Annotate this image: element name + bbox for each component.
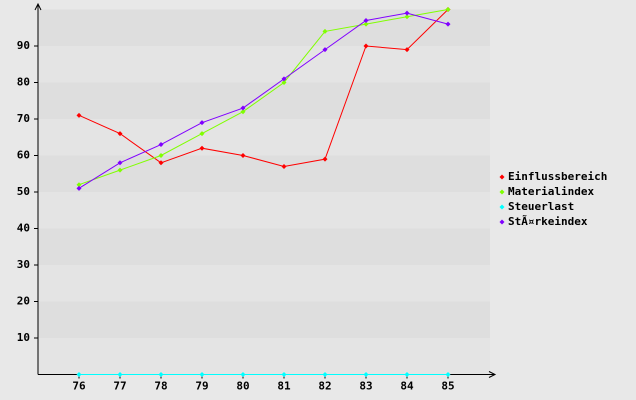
data-point [76,112,82,118]
data-point [445,372,451,377]
legend-label: Steuerlast [508,200,574,213]
series-line [78,9,449,186]
data-point [363,372,369,377]
data-point [404,14,410,20]
data-point [158,160,164,166]
y-tick-label: 30 [17,258,30,271]
x-tick-label: 84 [400,380,414,393]
x-tick-label: 76 [72,380,86,393]
x-axis-arrow [488,371,497,378]
data-point [363,17,369,23]
data-point [158,372,164,377]
data-point [404,372,410,377]
legend-marker [499,204,505,210]
data-point [240,153,246,158]
x-tick-label: 85 [441,380,454,393]
grid-band [38,228,490,265]
data-point [281,80,287,85]
y-tick-label: 40 [17,222,30,235]
y-tick-label: 20 [17,295,30,308]
series-line [78,12,449,189]
data-point [281,372,287,377]
data-point [158,142,164,148]
data-point [445,21,451,27]
grid-band [38,119,490,156]
legend-label: Materialindex [508,185,594,198]
y-axis-arrow [34,2,42,11]
grid-band [38,82,490,119]
x-tick-label: 77 [113,380,126,393]
grid-band [38,265,490,302]
data-point [76,182,82,188]
data-point [404,10,410,16]
legend-label: StÃ¤rkeindex [508,215,588,228]
data-point [240,105,246,111]
data-point [281,76,287,82]
data-point [363,21,369,27]
data-point [240,109,246,115]
y-tick-label: 70 [17,112,30,125]
data-point [117,160,123,166]
data-point [322,156,328,162]
data-point [363,43,369,49]
x-tick-label: 80 [236,380,249,393]
y-tick-label: 50 [17,185,30,198]
data-point [117,131,123,137]
data-point [199,372,205,377]
x-tick-label: 81 [277,380,291,393]
x-tick-label: 79 [195,380,208,393]
legend-marker [499,189,505,195]
data-point [199,145,205,151]
legend-label: Einflussbereich [508,170,607,183]
grid-band [38,9,490,46]
grid-band [38,192,490,229]
data-point [240,372,246,377]
y-tick-label: 80 [17,76,30,89]
y-tick-label: 90 [17,39,30,52]
grid-band [38,338,490,375]
grid-band [38,301,490,338]
x-tick-label: 82 [318,380,331,393]
data-point [404,47,410,53]
grid-band [38,46,490,83]
data-point [76,372,82,377]
data-point [117,167,123,173]
y-tick-label: 60 [17,149,30,162]
data-point [322,28,328,34]
data-point [158,153,164,158]
data-point [199,131,205,137]
legend-marker [499,219,505,225]
data-point [322,47,328,53]
data-point [76,185,82,191]
data-point [117,372,123,377]
x-tick-label: 78 [154,380,167,393]
y-tick-label: 10 [17,331,30,344]
data-point [199,120,205,126]
data-point [281,163,287,169]
data-point [445,7,451,12]
series-line [78,9,449,167]
legend-marker [499,174,505,180]
x-tick-label: 83 [359,380,372,393]
data-point [322,372,328,377]
